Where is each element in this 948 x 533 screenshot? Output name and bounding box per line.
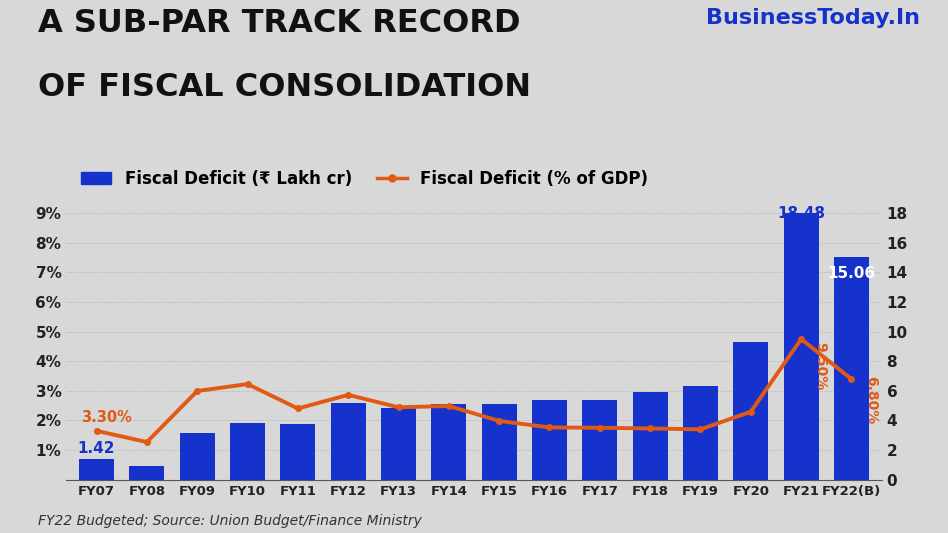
Text: FY22 Budgeted; Source: Union Budget/Finance Ministry: FY22 Budgeted; Source: Union Budget/Fina… — [38, 514, 422, 528]
Bar — [230, 423, 265, 480]
Bar — [532, 400, 567, 480]
Text: OF FISCAL CONSOLIDATION: OF FISCAL CONSOLIDATION — [38, 72, 531, 103]
Bar — [482, 404, 517, 480]
Bar — [129, 466, 165, 480]
Text: A SUB-PAR TRACK RECORD: A SUB-PAR TRACK RECORD — [38, 8, 520, 39]
Text: 18.48: 18.48 — [777, 206, 825, 221]
Bar — [783, 206, 819, 480]
Text: 3.30%: 3.30% — [82, 410, 133, 425]
Bar — [683, 386, 718, 480]
Bar — [834, 257, 869, 480]
Legend: Fiscal Deficit (₹ Lakh cr), Fiscal Deficit (% of GDP): Fiscal Deficit (₹ Lakh cr), Fiscal Defic… — [75, 163, 655, 194]
Bar — [331, 402, 366, 480]
Bar — [179, 433, 215, 480]
Bar — [281, 424, 316, 480]
Bar — [431, 405, 466, 480]
Text: BusinessToday.In: BusinessToday.In — [705, 8, 920, 28]
Text: 15.06: 15.06 — [828, 265, 876, 280]
Text: 6.80%: 6.80% — [864, 376, 878, 424]
Bar — [79, 459, 114, 480]
Bar — [381, 408, 416, 480]
Text: 1.42: 1.42 — [78, 441, 116, 456]
Bar — [733, 342, 769, 480]
Text: 9.50%: 9.50% — [813, 342, 828, 390]
Bar — [632, 392, 667, 480]
Bar — [582, 400, 617, 480]
